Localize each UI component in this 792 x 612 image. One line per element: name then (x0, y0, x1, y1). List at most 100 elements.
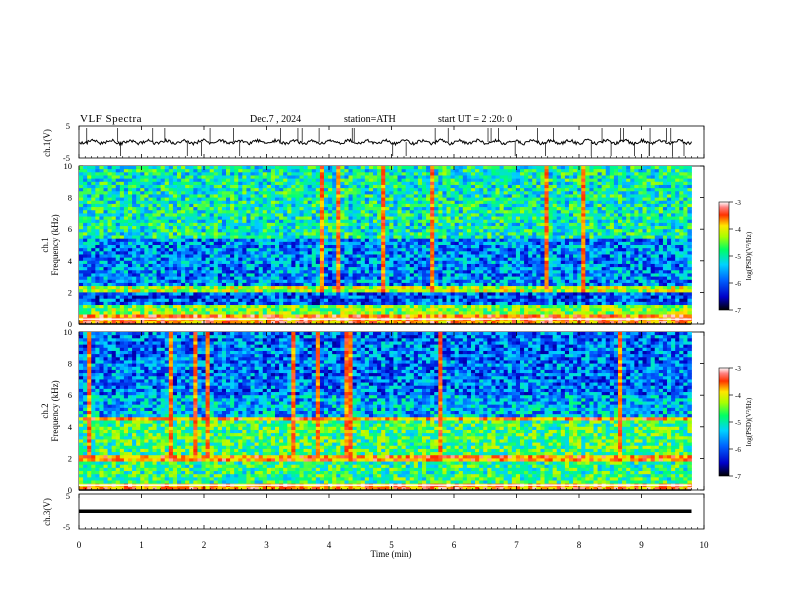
spectrogram-cell (409, 200, 415, 205)
spectrogram-cell (360, 238, 366, 243)
spectrogram-cell (430, 235, 435, 240)
spectrogram-cell (344, 251, 349, 255)
spectrogram-cell (295, 216, 300, 221)
spectrogram-cell (254, 178, 260, 183)
spectrogram-cell (217, 235, 223, 240)
spectrogram-cell (152, 172, 157, 176)
spectrogram-cell (401, 251, 407, 255)
spectrogram-cell (287, 254, 292, 259)
spectrogram-cell (650, 241, 656, 246)
spectrogram-cell (417, 172, 423, 176)
spectrogram-cell (352, 188, 358, 192)
spectrogram-cell (168, 184, 174, 189)
spectrogram-cell (275, 172, 280, 176)
spectrogram-cell (654, 251, 660, 255)
spectrogram-cell (413, 222, 419, 227)
spectrogram-cell (87, 197, 92, 202)
spectrogram-cell (168, 200, 174, 205)
spectrogram-cell (520, 241, 525, 246)
spectrogram-cell (328, 216, 333, 221)
spectrogram-cell (675, 181, 680, 186)
spectrogram-cell (283, 216, 288, 221)
spectrogram-cell (356, 260, 362, 265)
spectrogram-cell (152, 178, 157, 183)
spectrogram-cell (221, 200, 227, 205)
spectrogram-cell (405, 248, 411, 252)
spectrogram-cell (87, 232, 92, 236)
spectrogram-cell (266, 232, 272, 236)
spectrogram-cell (593, 203, 598, 208)
spectrogram-cell (213, 191, 219, 195)
spectrogram-cell (283, 248, 288, 252)
spectrogram-cell (662, 194, 668, 198)
spectrogram-cell (140, 203, 145, 208)
spectrogram-cell (328, 267, 333, 271)
spectrogram-cell (405, 245, 411, 249)
spectrogram-cell (132, 251, 137, 255)
spectrogram-cell (483, 178, 488, 183)
spectrogram-cell (307, 232, 313, 236)
spectrogram-cell (364, 267, 370, 271)
spectrogram-cell (283, 241, 288, 246)
spectrogram-cell (528, 260, 533, 265)
spectrogram-cell (405, 203, 411, 208)
spectrogram-cell (654, 226, 660, 230)
spectrogram-cell (226, 241, 231, 246)
spectrogram-cell (397, 175, 402, 180)
spectrogram-cell (479, 188, 484, 192)
spectrogram-cell (499, 226, 505, 230)
spectrogram-cell (667, 238, 672, 243)
spectrogram-cell (536, 191, 541, 195)
spectrogram-cell (540, 197, 545, 202)
spectrogram-cell (540, 172, 545, 176)
spectrogram-cell (181, 191, 186, 195)
spectrogram-cell (609, 178, 615, 183)
spectrogram-cell (319, 226, 325, 230)
spectrogram-cell (234, 257, 239, 262)
spectrogram-cell (393, 263, 398, 268)
spectrogram-cell (201, 188, 206, 192)
spectrogram-cell (83, 251, 88, 255)
spectrogram-cell (630, 254, 635, 259)
spectrogram-cell (540, 235, 545, 240)
spectrogram-cell (172, 267, 178, 271)
spectrogram-cell (573, 245, 578, 249)
spectrogram-cell (630, 251, 635, 255)
spectrogram-cell (536, 251, 541, 255)
spectrogram-cell (230, 178, 235, 183)
spectrogram-cell (462, 229, 468, 233)
spectrogram-cell (201, 191, 206, 195)
spectrogram-cell (381, 188, 386, 192)
spectrogram-cell (160, 184, 166, 189)
spectrogram-cell (524, 178, 529, 183)
spectrogram-cell (532, 257, 537, 262)
spectrogram-cell (262, 251, 268, 255)
spectrogram-cell (471, 267, 476, 271)
spectrogram-cell (458, 203, 464, 208)
spectrogram-cell (560, 248, 566, 252)
spectrogram-cell (136, 172, 141, 176)
spectrogram-cell (540, 219, 545, 224)
spectrogram-cell (601, 245, 607, 249)
spectrogram-cell (515, 254, 521, 259)
spectrogram-cell (373, 175, 378, 180)
spectrogram-cell (479, 169, 484, 173)
spectrogram-cell (377, 188, 382, 192)
spectrogram-cell (573, 181, 578, 186)
spectrogram-cell (393, 203, 398, 208)
spectrogram-cell (160, 254, 166, 259)
spectrogram-cell (205, 238, 211, 243)
spectrogram-cell (373, 213, 378, 217)
spectrogram-cell (483, 232, 488, 236)
spectrogram-cell (348, 238, 353, 243)
spectrogram-cell (524, 172, 529, 176)
spectrogram-cell (466, 251, 472, 255)
spectrogram-cell (140, 194, 145, 198)
spectrogram-cell (475, 213, 480, 217)
spectrogram-cell (442, 172, 447, 176)
spectrogram-cell (450, 169, 456, 173)
spectrogram-cell (119, 241, 125, 246)
spectrogram-cell (671, 175, 676, 180)
spectrogram-cell (564, 175, 570, 180)
spectrogram-cell (552, 245, 558, 249)
